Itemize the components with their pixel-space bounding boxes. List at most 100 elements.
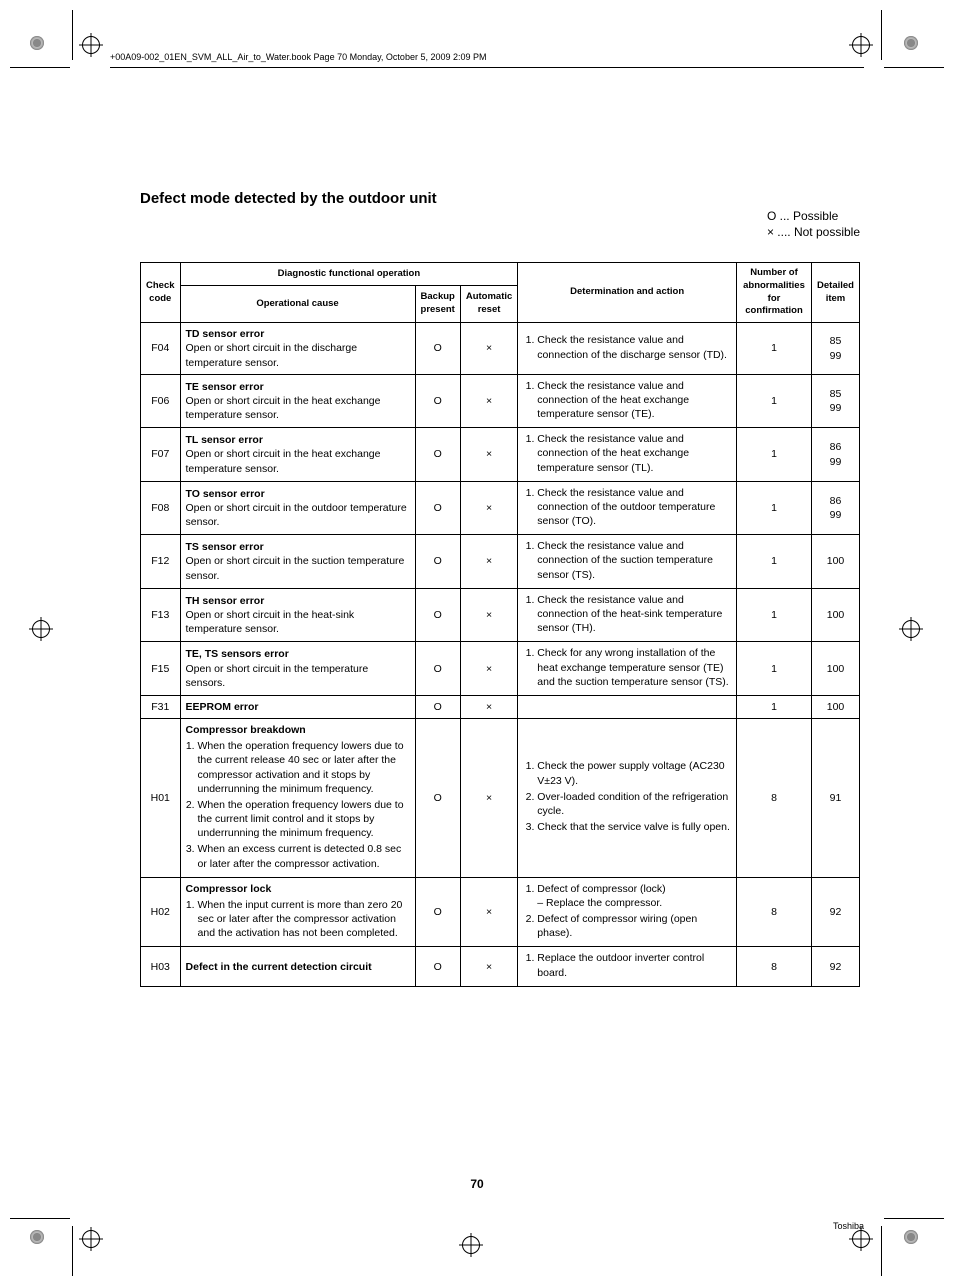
reg-mark-tr2: [852, 36, 872, 56]
reg-mark-tl: [30, 36, 50, 56]
cause-body: Open or short circuit in the outdoor tem…: [186, 501, 410, 529]
table-row: F04TD sensor errorOpen or short circuit …: [141, 323, 860, 375]
cell-determination: Check the resistance value and connectio…: [518, 588, 737, 642]
th-op-cause: Operational cause: [180, 286, 415, 323]
action-list: Defect of compressor (lock) – Replace th…: [523, 882, 731, 941]
table-row: H03Defect in the current detection circu…: [141, 947, 860, 986]
legend-not-possible: × .... Not possible: [767, 224, 860, 240]
cause-title: TE, TS sensors error: [186, 647, 410, 661]
cell-check-code: H02: [141, 877, 181, 947]
cause-list: When the operation frequency lowers due …: [186, 739, 410, 871]
crop-h-br: [884, 1218, 944, 1219]
cell-backup: O: [415, 481, 460, 535]
cell-determination: Replace the outdoor inverter control boa…: [518, 947, 737, 986]
table-body: F04TD sensor errorOpen or short circuit …: [141, 323, 860, 987]
reg-mark-tl2: [82, 36, 102, 56]
table-row: H02Compressor lockWhen the input current…: [141, 877, 860, 947]
cell-backup: O: [415, 719, 460, 878]
th-determination: Determination and action: [518, 263, 737, 323]
cell-abnormalities: 1: [737, 642, 812, 696]
legend: O ... Possible × .... Not possible: [767, 208, 860, 240]
action-list-item: Defect of compressor (lock) – Replace th…: [537, 882, 731, 910]
cell-detailed-item: 85 99: [812, 323, 860, 375]
cause-title: Compressor breakdown: [186, 723, 410, 737]
action-list-item: Check for any wrong installation of the …: [537, 646, 731, 689]
cell-autoreset: ×: [460, 695, 517, 718]
reg-mark-bl2: [82, 1230, 102, 1250]
table-row: F06TE sensor errorOpen or short circuit …: [141, 374, 860, 428]
cell-check-code: F15: [141, 642, 181, 696]
cell-backup: O: [415, 374, 460, 428]
cause-title: TO sensor error: [186, 487, 410, 501]
cell-abnormalities: 8: [737, 877, 812, 947]
cell-autoreset: ×: [460, 947, 517, 986]
cause-list-item: When an excess current is detected 0.8 s…: [198, 842, 410, 870]
cell-operational-cause: Defect in the current detection circuit: [180, 947, 415, 986]
cell-detailed-item: 92: [812, 877, 860, 947]
cell-abnormalities: 1: [737, 481, 812, 535]
cell-detailed-item: 86 99: [812, 481, 860, 535]
cell-detailed-item: 85 99: [812, 374, 860, 428]
cell-determination: Check the resistance value and connectio…: [518, 323, 737, 375]
cell-abnormalities: 8: [737, 947, 812, 986]
table-row: F12TS sensor errorOpen or short circuit …: [141, 535, 860, 589]
action-list: Check the resistance value and connectio…: [523, 379, 731, 422]
cell-determination: [518, 695, 737, 718]
cell-determination: Check for any wrong installation of the …: [518, 642, 737, 696]
cell-backup: O: [415, 947, 460, 986]
reg-mark-br2: [852, 1230, 872, 1250]
table-row: F13TH sensor errorOpen or short circuit …: [141, 588, 860, 642]
cause-body: Open or short circuit in the suction tem…: [186, 554, 410, 582]
th-diag: Diagnostic functional operation: [180, 263, 518, 286]
cause-body: Open or short circuit in the discharge t…: [186, 341, 410, 369]
cell-check-code: H03: [141, 947, 181, 986]
table-row: H01Compressor breakdownWhen the operatio…: [141, 719, 860, 878]
cause-title: TL sensor error: [186, 433, 410, 447]
cell-abnormalities: 8: [737, 719, 812, 878]
cell-backup: O: [415, 323, 460, 375]
header-rule: [110, 67, 864, 68]
cell-abnormalities: 1: [737, 695, 812, 718]
cell-backup: O: [415, 642, 460, 696]
reg-mark-bc: [462, 1236, 482, 1256]
cell-operational-cause: Compressor breakdown When the operation f…: [180, 719, 415, 878]
cell-check-code: F08: [141, 481, 181, 535]
th-abn: Number of abnormalities for confirmation: [737, 263, 812, 323]
cell-determination: Check the resistance value and connectio…: [518, 481, 737, 535]
action-list-item: Check the resistance value and connectio…: [537, 486, 731, 529]
cell-backup: O: [415, 588, 460, 642]
action-list: Replace the outdoor inverter control boa…: [523, 951, 731, 979]
th-detailed: Detailed item: [812, 263, 860, 323]
cell-check-code: F12: [141, 535, 181, 589]
action-list-item: Check the resistance value and connectio…: [537, 593, 731, 636]
cause-title: EEPROM error: [186, 700, 410, 714]
cause-title: Compressor lock: [186, 882, 410, 896]
cell-autoreset: ×: [460, 535, 517, 589]
cell-operational-cause: Compressor lockWhen the input current is…: [180, 877, 415, 947]
cell-autoreset: ×: [460, 428, 517, 482]
cell-operational-cause: TD sensor errorOpen or short circuit in …: [180, 323, 415, 375]
cause-list-item: When the operation frequency lowers due …: [198, 798, 410, 841]
cell-abnormalities: 1: [737, 323, 812, 375]
table-row: F07TL sensor errorOpen or short circuit …: [141, 428, 860, 482]
cell-autoreset: ×: [460, 481, 517, 535]
action-list-item: Check that the service valve is fully op…: [537, 820, 731, 834]
cell-operational-cause: EEPROM error: [180, 695, 415, 718]
action-list: Check the power supply voltage (AC230 V±…: [523, 759, 731, 834]
cell-operational-cause: TS sensor errorOpen or short circuit in …: [180, 535, 415, 589]
table-row: F31EEPROM errorO×1100: [141, 695, 860, 718]
cell-determination: Check the resistance value and connectio…: [518, 535, 737, 589]
header-file-note: +00A09-002_01EN_SVM_ALL_Air_to_Water.boo…: [110, 52, 487, 62]
cell-detailed-item: 86 99: [812, 428, 860, 482]
cause-title: TH sensor error: [186, 594, 410, 608]
action-list-item: Check the power supply voltage (AC230 V±…: [537, 759, 731, 787]
cause-body: Open or short circuit in the temperature…: [186, 662, 410, 690]
action-list: Check the resistance value and connectio…: [523, 333, 731, 361]
action-list: Check the resistance value and connectio…: [523, 432, 731, 475]
cell-autoreset: ×: [460, 588, 517, 642]
page-title: Defect mode detected by the outdoor unit: [140, 190, 860, 207]
cause-body: Open or short circuit in the heat exchan…: [186, 394, 410, 422]
cell-autoreset: ×: [460, 877, 517, 947]
cell-detailed-item: 100: [812, 535, 860, 589]
cell-autoreset: ×: [460, 719, 517, 878]
